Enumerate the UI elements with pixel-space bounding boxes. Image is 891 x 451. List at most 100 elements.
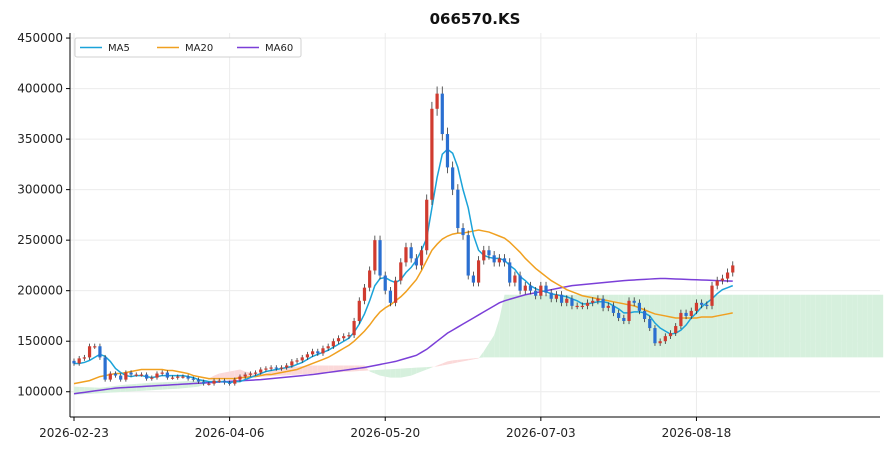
cloud-segment-bull <box>732 294 738 358</box>
candle-body <box>601 298 605 308</box>
cloud-segment-bull <box>504 294 510 358</box>
candle <box>601 295 605 312</box>
candle <box>362 283 367 305</box>
candle <box>285 363 289 370</box>
candle-body <box>295 360 299 362</box>
candle <box>373 235 377 275</box>
candle <box>269 365 273 371</box>
cloud-segment-bull <box>857 294 863 358</box>
cloud-segment-bull <box>748 294 754 358</box>
candle <box>98 343 102 360</box>
candle <box>233 377 237 386</box>
candle <box>596 295 600 305</box>
cloud-segment-bull <box>380 369 386 377</box>
candle-body <box>523 285 527 291</box>
cloud-segment-bull <box>841 294 847 358</box>
candle <box>336 335 341 344</box>
candle-body <box>321 348 325 354</box>
candle <box>466 230 470 280</box>
candle <box>419 245 424 270</box>
legend-label: MA60 <box>265 43 293 54</box>
candle <box>622 314 626 325</box>
cloud-segment-bull <box>374 369 381 376</box>
x-tick-label: 2026-04-06 <box>195 426 265 440</box>
cloud-segment-bull <box>483 343 489 358</box>
cloud-segment-bear <box>437 363 443 367</box>
cloud-segment-bull <box>577 294 583 358</box>
candle <box>87 343 92 360</box>
candle <box>150 375 154 381</box>
candle <box>554 291 559 303</box>
cloud-segment-bull <box>520 294 526 358</box>
candle-body <box>285 365 289 368</box>
candle <box>186 374 190 381</box>
candle <box>238 374 242 382</box>
candle-body <box>264 368 268 370</box>
ma60-line <box>73 277 733 395</box>
cloud-segment-bull <box>665 294 671 358</box>
cloud-segment-bear <box>468 358 474 361</box>
candle-body <box>700 302 704 305</box>
candle-body <box>565 298 569 303</box>
candle <box>368 266 372 292</box>
candle-body <box>585 302 590 306</box>
candle-body <box>191 378 195 380</box>
candle-body <box>419 250 424 266</box>
candle <box>295 358 299 364</box>
candle <box>694 299 699 315</box>
candle <box>191 376 195 382</box>
candle-body <box>331 341 335 347</box>
cloud-segment-bear <box>473 357 479 360</box>
cloud-segment-bear <box>229 370 235 379</box>
candle <box>404 242 408 267</box>
candle <box>399 258 403 285</box>
cloud-segment-bull <box>509 294 515 358</box>
candle-body <box>663 336 667 342</box>
cloud-segment-bull <box>701 294 707 358</box>
candle-body <box>269 367 273 369</box>
cloud-segment-bull <box>670 294 676 358</box>
candle <box>129 370 133 377</box>
candle <box>700 299 704 309</box>
cloud-segment-bull <box>686 294 692 358</box>
candle-body <box>482 250 486 261</box>
cloud-segment-bull <box>737 294 744 358</box>
candle <box>435 86 439 116</box>
candle-body <box>119 375 123 380</box>
cloud-segment-bull <box>675 294 681 358</box>
cloud-segment-bull <box>571 294 578 358</box>
candle <box>570 295 574 310</box>
candle <box>181 374 185 379</box>
cloud-segment-bull <box>862 294 868 358</box>
candle-body <box>243 374 247 377</box>
cloud-segment-bull <box>758 294 764 358</box>
candle <box>253 370 258 376</box>
candle-body <box>98 346 102 358</box>
cloud-segment-bull <box>597 294 604 358</box>
candle-body <box>300 357 304 361</box>
candle <box>497 254 501 267</box>
chart-title: 066570.KS <box>430 10 521 28</box>
candle-body <box>399 262 403 281</box>
candle <box>648 315 652 332</box>
candle <box>222 378 227 385</box>
candle-body <box>518 275 522 291</box>
cloud-segment-bull <box>820 294 827 358</box>
candle <box>124 370 128 382</box>
candle <box>409 242 413 263</box>
candle-body <box>93 346 97 348</box>
candle-body <box>414 258 418 266</box>
cloud-segment-bull <box>478 351 484 359</box>
cloud-segment-bull <box>867 294 873 358</box>
candle <box>445 127 450 174</box>
axes: 100000 150000 200000 250000 300000 350000 4000… <box>17 31 880 440</box>
candle-body <box>388 290 393 303</box>
candle <box>471 271 476 287</box>
candle <box>565 295 569 307</box>
cloud-segment-bull <box>494 318 500 358</box>
candle-body <box>694 302 699 311</box>
candle-body <box>642 310 647 319</box>
cloud-segment-bear <box>442 361 448 366</box>
candle <box>170 375 175 380</box>
candle-body <box>113 373 118 376</box>
